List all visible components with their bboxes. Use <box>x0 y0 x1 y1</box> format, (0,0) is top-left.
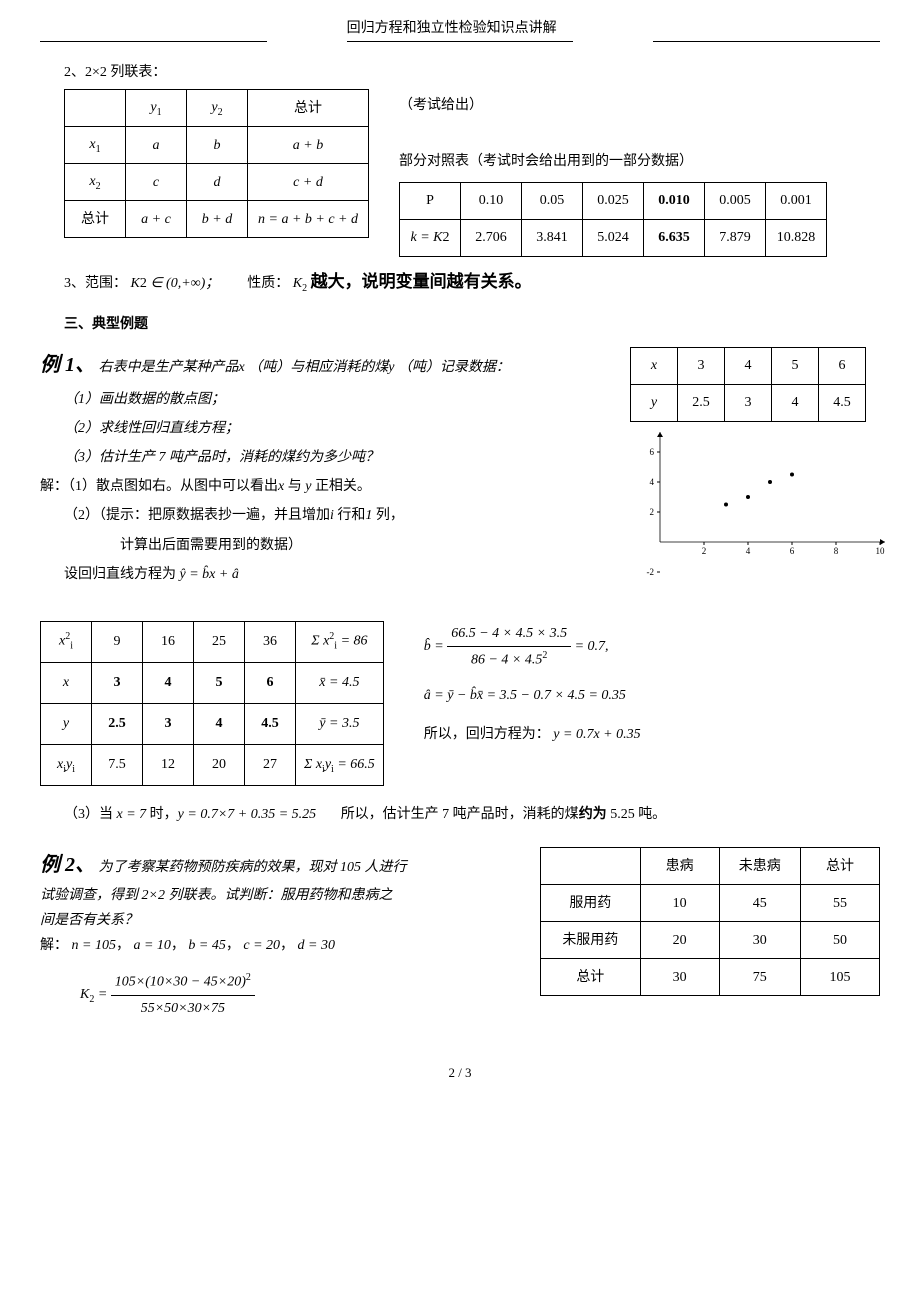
svg-text:8: 8 <box>834 546 839 556</box>
ex1-q3: （3）估计生产 7 吨产品时，消耗的煤约为多少吨？ <box>64 445 610 470</box>
ex1-q1: （1）画出数据的散点图； <box>64 387 610 412</box>
sec2-label: 2、2×2 列联表： <box>64 60 880 85</box>
ex2-table: 患病 未患病 总计 服用药 10 45 55 未服用药 20 30 50 总计 … <box>540 847 880 996</box>
partial-label: 部分对照表（考试时会给出用到的一部分数据） <box>399 149 880 174</box>
svg-text:4: 4 <box>650 477 655 487</box>
svg-text:6: 6 <box>650 447 655 457</box>
ahat-formula: â = ȳ − b̂x̄ = 3.5 − 0.7 × 4.5 = 0.35 <box>424 683 880 708</box>
ex2-intro: 例 2、 为了考察某药物预防疾病的效果，现对 105 人进行 <box>40 847 520 883</box>
ex1-sol2a: （2）（提示：把原数据表抄一遍，并且增加i 行和1 列， <box>64 503 610 528</box>
k2-formula: K2 = 105×(10×30 − 45×20)2 55×50×30×75 <box>80 969 520 1021</box>
typical-head: 三、典型例题 <box>64 312 880 337</box>
ex1-sol1: 解：（1）散点图如右。从图中可以看出x 与 y 正相关。 <box>40 474 610 499</box>
ex2-intro2: 试验调查，得到 2×2 列联表。试判断：服用药物和患病之 <box>40 883 520 908</box>
ex1-sol2f: 计算出后面需要用到的数据） <box>120 533 610 558</box>
svg-text:2: 2 <box>702 546 707 556</box>
ex1-line: 例 1、 右表中是生产某种产品x （吨）与相应消耗的煤y （吨）记录数据： <box>40 347 610 383</box>
svg-text:6: 6 <box>790 546 795 556</box>
cell-total: 总计 <box>248 90 369 127</box>
svg-text:4: 4 <box>746 546 751 556</box>
bhat-formula: b̂ = 66.5 − 4 × 4.5 × 3.5 86 − 4 × 4.52 … <box>424 621 880 673</box>
ex2-sol: 解： n = 105， a = 10， b = 45， c = 20， d = … <box>40 933 520 958</box>
page-header: 回归方程和独立性检验知识点讲解 <box>40 30 880 56</box>
svg-text:2: 2 <box>650 507 655 517</box>
header-title: 回归方程和独立性检验知识点讲解 <box>347 16 574 42</box>
exam-note: （考试给出） <box>399 93 880 118</box>
xy-table: x 3 4 5 6 y 2.5 3 4 4.5 <box>630 347 866 422</box>
scatter-plot: 246810-2246-8-10 <box>630 422 890 602</box>
ex1-eqline: 设回归直线方程为 ŷ = b̂x + â <box>64 562 610 587</box>
page-footer: 2 / 3 <box>40 1061 880 1084</box>
sec3-line: 3、范围： K2 ∈ (0,+∞)； 性质： K2 越大，说明变量间越有关系。 <box>64 267 880 298</box>
contingency-table: y1 y2 总计 x1 a b a + b x2 c d c + d 总计 a … <box>64 89 369 238</box>
ex1-q3sol: （3）当 x = 7 时，y = 0.7×7 + 0.35 = 5.25 所以，… <box>64 802 880 827</box>
ex2-intro3: 间是否有关系？ <box>40 908 520 933</box>
p-table: P 0.10 0.05 0.025 0.010 0.005 0.001 k = … <box>399 182 827 257</box>
calc-table: x2i 9 16 25 36 Σ x2i = 86 x 3 4 5 6 x̄ =… <box>40 621 384 786</box>
svg-text:-2: -2 <box>647 567 655 577</box>
ex1-result: 所以，回归方程为： y = 0.7x + 0.35 <box>424 722 880 747</box>
ex1-q2: （2）求线性回归直线方程； <box>64 416 610 441</box>
svg-text:10: 10 <box>876 546 886 556</box>
